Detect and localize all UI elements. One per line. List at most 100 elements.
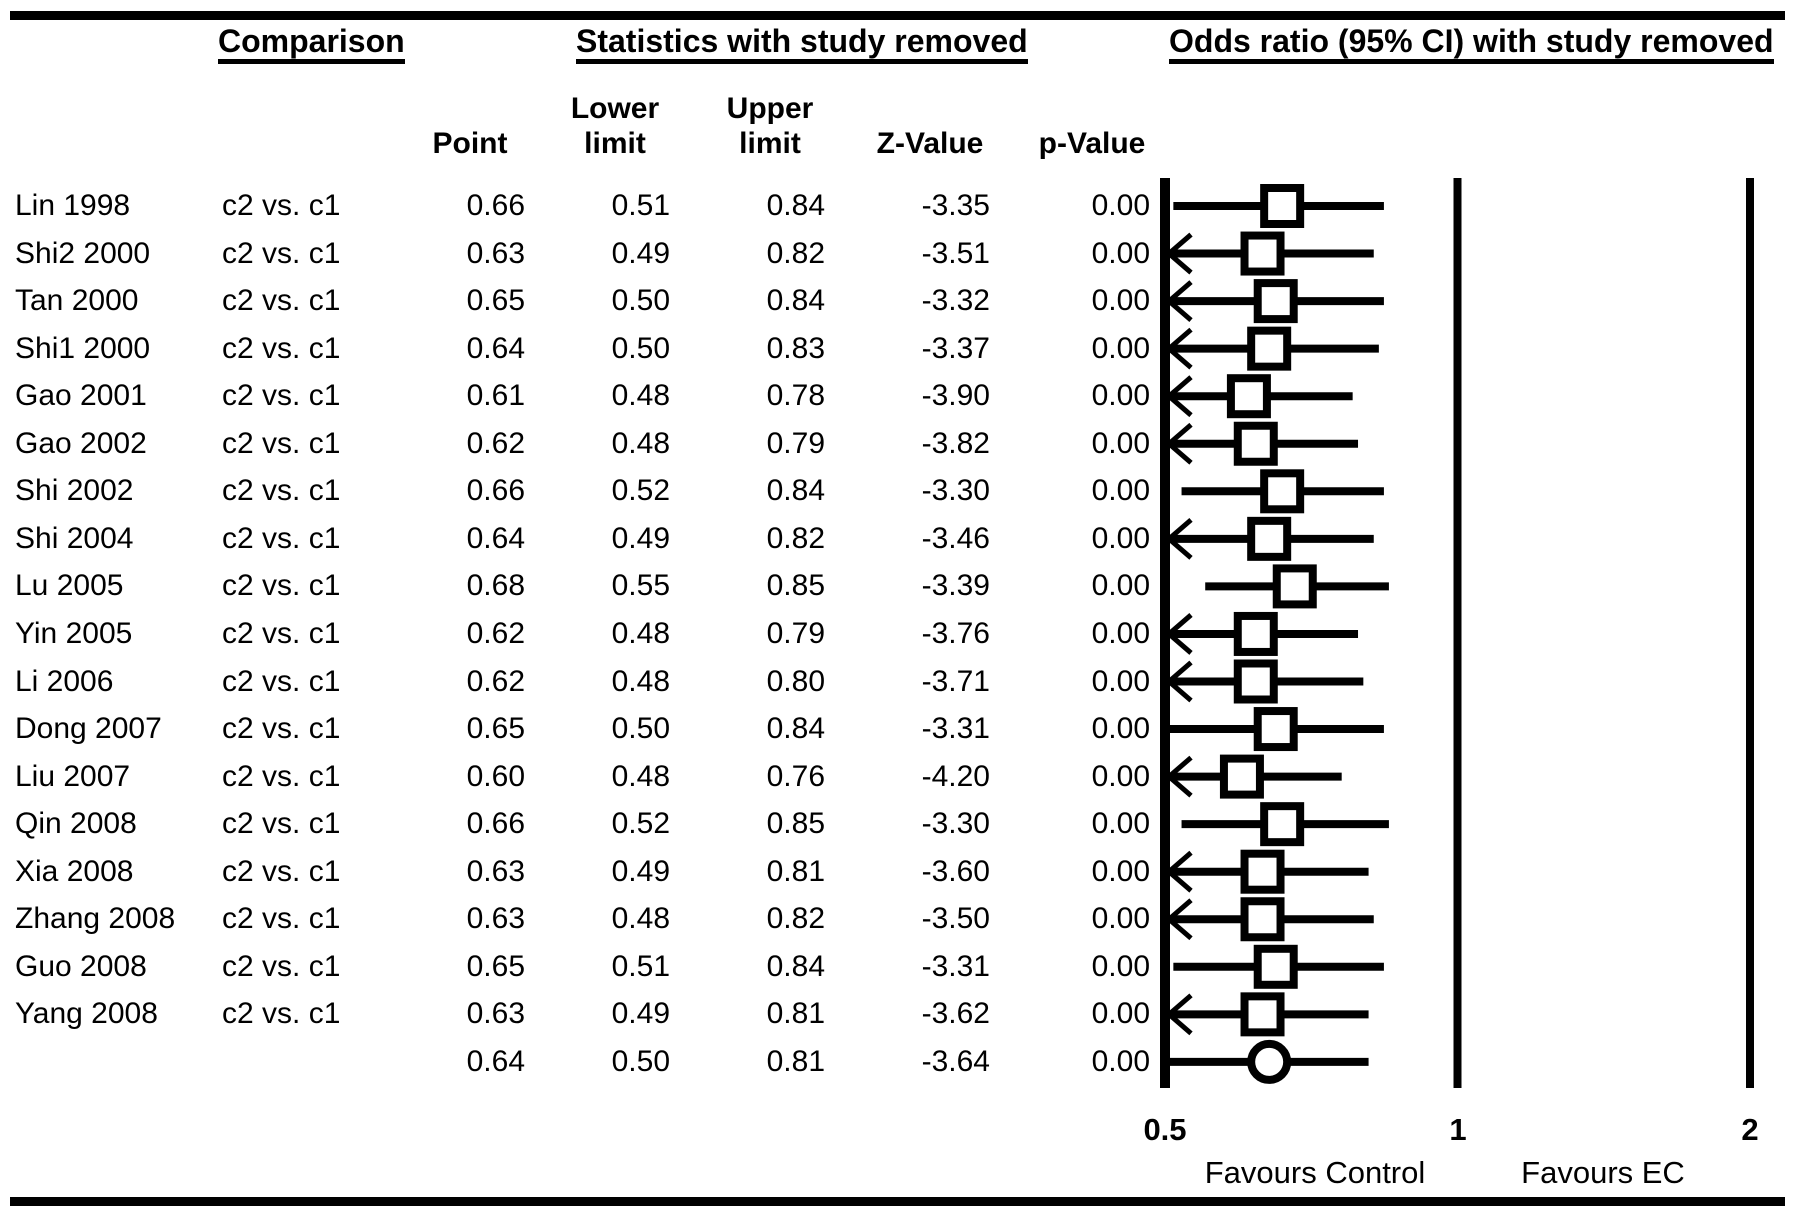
study-name: Gao 2002 xyxy=(15,426,147,460)
study-name: Yin 2005 xyxy=(15,616,133,650)
table-row: Shi2 2000 c2 vs. c1 0.63 0.49 0.82 -3.51 0.00 xyxy=(0,237,1160,271)
lower-limit-value: 0.50 xyxy=(611,331,670,365)
upper-limit-value: 0.84 xyxy=(766,474,825,508)
statistics-group-title: Statistics with study removed xyxy=(576,24,1028,64)
z-value: -3.39 xyxy=(921,569,990,603)
column-header-lower-line1: Lower xyxy=(570,92,660,125)
point-marker-square xyxy=(1233,659,1278,704)
left-truncation-arrow xyxy=(1167,632,1193,655)
study-name: Guo 2008 xyxy=(15,949,147,983)
reference-line-1 xyxy=(1453,178,1462,1088)
point-marker-square xyxy=(1240,231,1285,276)
upper-limit-value: 0.79 xyxy=(766,616,825,650)
z-value: -4.20 xyxy=(921,759,990,793)
left-truncation-arrow xyxy=(1167,613,1193,636)
point-marker-square xyxy=(1219,754,1264,799)
favours-ec-label: Favours EC xyxy=(1521,1155,1685,1190)
point-marker-square xyxy=(1240,897,1285,942)
study-name: Tan 2000 xyxy=(15,284,139,318)
table-row: Liu 2007 c2 vs. c1 0.60 0.48 0.76 -4.20 0.00 xyxy=(0,760,1160,794)
point-value: 0.65 xyxy=(466,949,525,983)
upper-limit-value: 0.80 xyxy=(766,664,825,698)
upper-limit-value: 0.82 xyxy=(766,236,825,270)
favours-control-label: Favours Control xyxy=(1204,1155,1426,1190)
upper-limit-value: 0.81 xyxy=(766,997,825,1031)
lower-limit-value: 0.49 xyxy=(611,854,670,888)
lower-limit-value: 0.50 xyxy=(611,1044,670,1078)
table-row: Tan 2000 c2 vs. c1 0.65 0.50 0.84 -3.32 0.00 xyxy=(0,284,1160,318)
point-value: 0.64 xyxy=(466,331,525,365)
point-value: 0.60 xyxy=(466,759,525,793)
comparison-label: c2 vs. c1 xyxy=(222,949,341,983)
comparison-label: c2 vs. c1 xyxy=(222,759,341,793)
column-header-point: Point xyxy=(432,127,508,160)
left-truncation-arrow xyxy=(1167,299,1193,322)
lower-limit-value: 0.51 xyxy=(611,189,670,222)
upper-limit-value: 0.85 xyxy=(766,807,825,841)
point-value: 0.65 xyxy=(466,284,525,318)
study-name: Qin 2008 xyxy=(15,807,137,841)
study-name: Liu 2007 xyxy=(15,759,131,793)
p-value: 0.00 xyxy=(1091,949,1150,983)
p-value: 0.00 xyxy=(1091,189,1150,222)
point-value: 0.63 xyxy=(466,997,525,1031)
table-row: Yin 2005 c2 vs. c1 0.62 0.48 0.79 -3.76 0.00 xyxy=(0,617,1160,651)
left-truncation-arrow xyxy=(1167,774,1193,798)
z-value: -3.76 xyxy=(921,616,990,650)
lower-limit-value: 0.52 xyxy=(611,474,670,508)
p-value: 0.00 xyxy=(1091,759,1150,793)
study-name: Xia 2008 xyxy=(15,854,134,888)
upper-limit-value: 0.84 xyxy=(766,949,825,983)
p-value: 0.00 xyxy=(1091,331,1150,365)
left-truncation-arrow xyxy=(1167,660,1193,684)
upper-limit-value: 0.85 xyxy=(766,569,825,603)
comparison-label: c2 vs. c1 xyxy=(222,569,341,603)
left-truncation-arrow xyxy=(1167,327,1193,351)
table-row: Shi1 2000 c2 vs. c1 0.64 0.50 0.83 -3.37 0.00 xyxy=(0,332,1160,366)
z-value: -3.62 xyxy=(921,997,990,1031)
comparison-label: c2 vs. c1 xyxy=(222,854,341,888)
left-truncation-arrow xyxy=(1167,679,1193,703)
point-value: 0.68 xyxy=(466,569,525,603)
comparison-label: c2 vs. c1 xyxy=(222,426,341,460)
lower-limit-value: 0.49 xyxy=(611,997,670,1031)
point-value: 0.63 xyxy=(466,236,525,270)
p-value: 0.00 xyxy=(1091,284,1150,318)
table-row: Gao 2001 c2 vs. c1 0.61 0.48 0.78 -3.90 0.00 xyxy=(0,379,1160,413)
lower-limit-value: 0.48 xyxy=(611,902,670,936)
left-truncation-arrow xyxy=(1167,346,1193,370)
summary-marker-circle xyxy=(1247,1039,1292,1084)
upper-limit-value: 0.83 xyxy=(766,331,825,365)
comparison-label: c2 vs. c1 xyxy=(222,712,341,746)
left-truncation-arrow xyxy=(1167,375,1193,399)
point-value: 0.64 xyxy=(466,1044,525,1078)
point-marker-square xyxy=(1253,944,1298,989)
upper-limit-value: 0.84 xyxy=(766,189,825,222)
point-marker-square xyxy=(1240,849,1285,894)
x-tick-label-1: 1 xyxy=(1449,1112,1467,1147)
study-name: Lin 1998 xyxy=(15,189,131,222)
reference-line-2 xyxy=(1746,178,1754,1088)
z-value: -3.31 xyxy=(921,949,990,983)
point-marker-square xyxy=(1226,374,1271,419)
z-value: -3.30 xyxy=(921,474,990,508)
lower-limit-value: 0.48 xyxy=(611,664,670,698)
lower-limit-value: 0.50 xyxy=(611,284,670,318)
study-name: Dong 2007 xyxy=(15,712,162,746)
study-name: Yang 2008 xyxy=(15,997,158,1031)
point-marker-square xyxy=(1247,326,1292,371)
left-truncation-arrow xyxy=(1167,850,1193,874)
top-border-rule xyxy=(10,11,1785,20)
lower-limit-value: 0.48 xyxy=(611,379,670,413)
p-value: 0.00 xyxy=(1091,807,1150,841)
point-marker-square xyxy=(1240,992,1285,1037)
point-marker-square xyxy=(1233,611,1278,656)
point-marker-square xyxy=(1260,469,1305,514)
comparison-label: c2 vs. c1 xyxy=(222,616,341,650)
lower-limit-value: 0.48 xyxy=(611,426,670,460)
comparison-label: c2 vs. c1 xyxy=(222,664,341,698)
z-value: -3.35 xyxy=(921,189,990,222)
z-value: -3.31 xyxy=(921,712,990,746)
upper-limit-value: 0.82 xyxy=(766,902,825,936)
comparison-label: c2 vs. c1 xyxy=(222,189,341,222)
